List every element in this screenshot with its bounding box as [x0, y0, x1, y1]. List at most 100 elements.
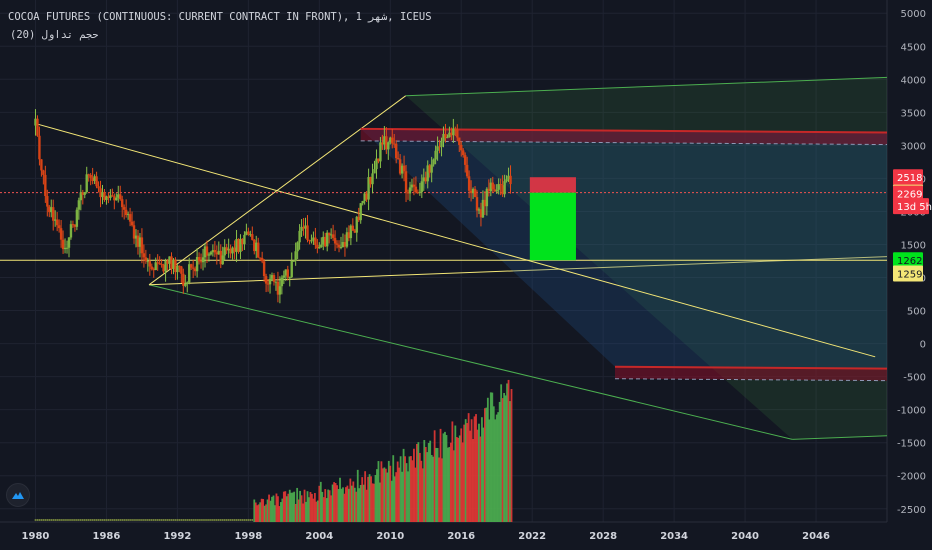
- volume-bar: [143, 519, 145, 521]
- volume-bar: [486, 397, 489, 522]
- volume-bar: [398, 467, 401, 522]
- candle-body: [162, 264, 165, 272]
- volume-bar: [494, 419, 497, 522]
- price-label-text: 2518: [897, 173, 922, 184]
- volume-bar: [339, 477, 341, 522]
- volume-bar: [239, 519, 242, 521]
- volume-bar: [491, 392, 494, 522]
- volume-bar: [347, 488, 350, 522]
- y-tick-label: 4000: [901, 75, 926, 86]
- volume-bar: [497, 412, 500, 522]
- candle-body: [349, 225, 353, 239]
- candle-body: [361, 200, 364, 204]
- mountain-icon: [12, 492, 24, 499]
- candle-body: [462, 150, 465, 156]
- candle-body: [266, 283, 270, 285]
- candle-body: [174, 259, 177, 273]
- volume-bar: [184, 519, 187, 521]
- volume-bar: [274, 505, 276, 522]
- candle-body: [272, 275, 276, 282]
- candle-body: [138, 237, 142, 247]
- volume-bar: [265, 504, 267, 522]
- candle-body: [221, 255, 224, 265]
- volume-bar: [402, 448, 405, 522]
- candle-body: [412, 184, 416, 187]
- candle-body: [463, 155, 467, 165]
- volume-bar: [168, 519, 171, 521]
- candle-body: [36, 118, 39, 136]
- volume-bar: [498, 401, 501, 522]
- x-tick-label: 1980: [22, 531, 50, 542]
- tradingview-logo[interactable]: [6, 483, 30, 507]
- volume-bar: [343, 493, 346, 522]
- candle-body: [264, 276, 268, 284]
- volume-bar: [111, 519, 114, 521]
- candle-body: [475, 197, 479, 211]
- volume-bar: [312, 498, 315, 522]
- volume-bar: [510, 389, 513, 522]
- volume-indicator-label[interactable]: حجم تداول (20): [10, 29, 99, 41]
- volume-bar: [225, 519, 228, 521]
- volume-bar: [421, 468, 424, 522]
- volume-bar: [162, 519, 165, 521]
- y-tick-label: 1500: [901, 240, 926, 251]
- volume-bar: [404, 456, 406, 522]
- volume-bar: [470, 419, 473, 522]
- candle-body: [128, 214, 132, 222]
- volume-bar: [322, 497, 325, 522]
- candle-body: [79, 192, 83, 201]
- volume-bar: [433, 430, 436, 522]
- volume-bar: [154, 519, 157, 521]
- volume-bar: [455, 437, 458, 522]
- candle-body: [109, 195, 112, 198]
- volume-bar: [194, 519, 196, 521]
- volume-bar: [54, 519, 56, 521]
- candle-body: [85, 174, 88, 193]
- volume-bar: [370, 476, 372, 522]
- candle-body: [46, 195, 49, 207]
- volume-bar: [60, 519, 62, 521]
- candle-body: [97, 186, 100, 189]
- volume-bar: [458, 435, 461, 522]
- candle-body: [63, 247, 67, 250]
- x-tick-label: 2040: [731, 531, 759, 542]
- volume-bar: [78, 519, 80, 521]
- upper-red-band: [360, 128, 887, 145]
- candle-body: [239, 238, 242, 252]
- candle-body: [471, 188, 475, 194]
- volume-bar: [217, 519, 220, 521]
- volume-bar: [441, 458, 443, 522]
- volume-bar: [361, 477, 364, 522]
- candle-body: [176, 265, 179, 273]
- price-label-bg: [893, 185, 923, 202]
- candle-body: [55, 219, 59, 226]
- pitchfork-inner-zone: [360, 128, 887, 369]
- volume-bar: [259, 502, 262, 522]
- volume-bar: [52, 519, 55, 521]
- candle-body: [189, 264, 193, 268]
- candle-body: [450, 132, 453, 136]
- volume-bar: [107, 519, 110, 521]
- candle-body: [34, 118, 37, 126]
- candle-body: [99, 188, 102, 198]
- volume-bar: [241, 519, 244, 521]
- price-label-1259: 1259: [893, 265, 923, 282]
- pitchfork-handle-b: [148, 284, 793, 440]
- volume-bar: [127, 519, 129, 521]
- candle-body: [298, 230, 301, 243]
- volume-bar: [219, 519, 222, 521]
- volume-bar: [336, 485, 338, 522]
- volume-bar: [176, 519, 179, 521]
- volume-bar: [414, 467, 417, 522]
- volume-bar: [196, 519, 198, 521]
- volume-bar: [257, 504, 260, 522]
- volume-bar: [279, 502, 282, 522]
- volume-bar: [451, 421, 454, 522]
- candle-body: [499, 184, 502, 186]
- volume-bar: [476, 429, 479, 522]
- candle-body: [115, 197, 118, 201]
- volume-bar: [50, 519, 53, 521]
- candle-body: [205, 246, 209, 256]
- volume-bar: [371, 483, 374, 522]
